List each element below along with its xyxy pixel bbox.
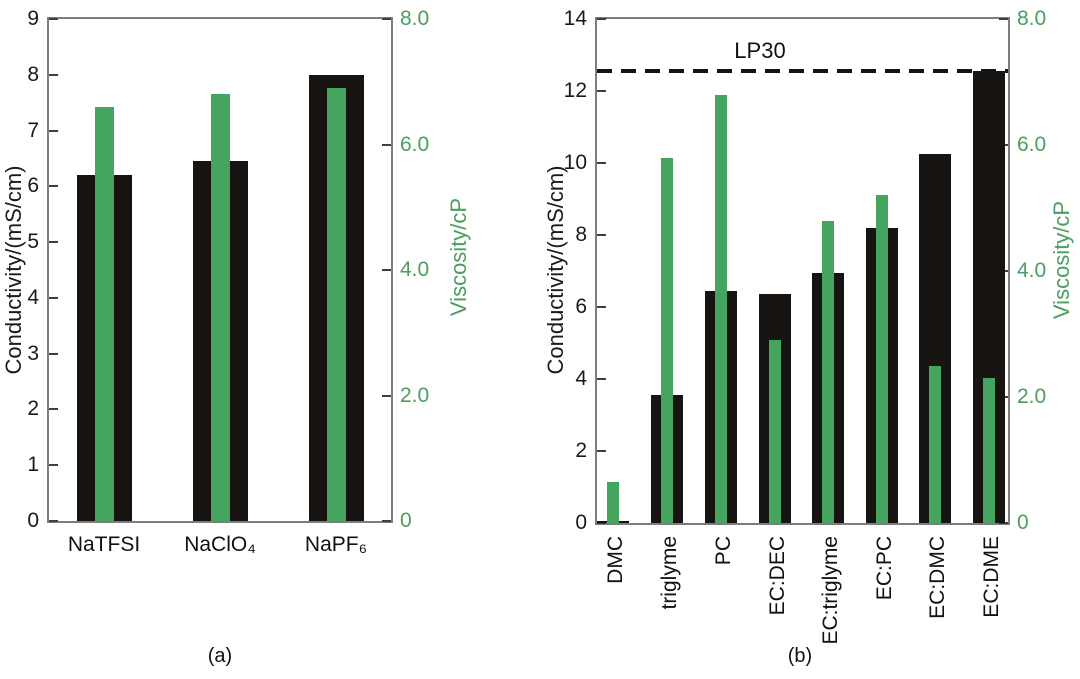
chart-a-left-tick-label-0: 0	[27, 509, 39, 532]
category-label-text-EC:DME: EC:DME	[979, 536, 1003, 618]
chart-a-right-tick-label-8.0: 8.0	[400, 7, 430, 30]
lp30-reference-line	[597, 69, 1008, 74]
category-label-text-EC:DEC: EC:DEC	[765, 536, 789, 616]
chart-b-right-tick-label-0: 0	[1017, 511, 1029, 534]
chart-a-left-tick-label-1: 1	[27, 453, 39, 477]
chart-a-left-tick-label-2: 2	[27, 397, 39, 421]
chart-a-left-tick-3	[49, 352, 58, 355]
bar-viscosity-NaTFSI	[94, 106, 114, 521]
category-label-NaPF₆: NaPF₆	[304, 533, 368, 556]
chart-b-left-tick-label-0: 0	[575, 511, 587, 534]
chart-a-left-tick-label-5: 5	[27, 230, 39, 254]
chart-a-right-tick-label-2.0: 2.0	[400, 383, 430, 407]
bar-viscosity-NaPF₆	[326, 88, 346, 521]
category-label-NaClO₄: NaClO₄	[184, 533, 256, 556]
category-label-NaTFSI: NaTFSI	[67, 533, 141, 556]
chart-a-plot-area	[47, 17, 393, 523]
chart-a-left-tick-2	[49, 408, 58, 411]
chart-a-left-tick-label-9: 9	[27, 7, 39, 30]
chart-b-left-tick-6	[597, 306, 606, 308]
chart-a-right-tick-label-6.0: 6.0	[400, 132, 430, 156]
chart-b-left-tick-label-8: 8	[575, 223, 587, 246]
chart-a-left-tick-label-6: 6	[27, 174, 39, 198]
chart-a-left-tick-label-8: 8	[27, 62, 39, 86]
chart-b-left-tick-label-4: 4	[575, 367, 587, 390]
chart-b-left-tick-label-2: 2	[575, 439, 587, 462]
bar-viscosity-NaClO₄	[210, 94, 230, 521]
bar-viscosity-EC:DEC	[768, 340, 781, 523]
chart-a-left-tick-4	[49, 296, 58, 299]
chart-a-right-tick-2.0	[382, 394, 391, 397]
chart-b-left-tick-8	[597, 234, 606, 236]
caption-a: (a)	[207, 645, 233, 667]
chart-a-left-tick-8	[49, 73, 58, 76]
chart-b-left-tick-label-6: 6	[575, 295, 587, 318]
chart-b-left-tick-12	[597, 90, 606, 92]
chart-b-left-tick-label-14: 14	[563, 7, 587, 30]
chart-b-right-tick-0	[999, 522, 1008, 524]
chart-a-left-tick-1	[49, 464, 58, 467]
chart-a-left-tick-6	[49, 185, 58, 188]
chart-a-right-tick-8.0	[382, 18, 391, 20]
lp30-label: LP30	[734, 38, 786, 64]
category-label-text-EC:DMC: EC:DMC	[926, 536, 949, 619]
chart-a-right-tick-6.0	[382, 143, 391, 146]
bar-viscosity-EC:triglyme	[822, 220, 834, 523]
chart-a-right-tick-label-4.0: 4.0	[400, 258, 430, 281]
chart-a-left-tick-7	[49, 129, 58, 132]
bar-viscosity-EC:DME	[982, 378, 995, 523]
category-label-text-EC:triglyme: EC:triglyme	[819, 536, 842, 645]
chart-a-right-tick-0	[382, 520, 391, 522]
chart-a-left-tick-9	[49, 18, 58, 20]
chart-b-right-tick-label-6.0: 6.0	[1017, 133, 1047, 156]
chart-a-left-tick-0	[49, 520, 58, 522]
category-label-text-PC: PC	[712, 536, 735, 566]
chart-a-right-tick-label-0: 0	[400, 509, 412, 532]
chart-a-left-tick-label-4: 4	[27, 285, 39, 309]
category-label-PC: PC	[711, 536, 740, 565]
bar-viscosity-PC	[715, 94, 727, 523]
category-label-EC:DME: EC:DME	[979, 536, 1061, 618]
chart-b-right-tick-label-8.0: 8.0	[1017, 7, 1047, 30]
chart-a-left-tick-label-7: 7	[27, 118, 39, 142]
chart-b-left-tick-14	[597, 18, 606, 20]
chart-b-left-tick-10	[597, 162, 606, 164]
category-label-text-triglyme: triglyme	[658, 536, 681, 610]
chart-b-right-tick-label-4.0: 4.0	[1017, 259, 1047, 282]
chart-b-left-tick-label-10: 10	[563, 151, 587, 174]
bar-viscosity-DMC	[607, 482, 619, 523]
chart-b-right-tick-8.0	[999, 18, 1008, 20]
chart-b-left-tick-label-12: 12	[563, 79, 587, 102]
caption-b: (b)	[787, 645, 813, 667]
category-label-text-DMC: DMC	[604, 536, 627, 584]
chart-a-left-tick-5	[49, 241, 58, 244]
chart-b-plot-area: LP30	[595, 17, 1010, 525]
chart-b-left-axis-title: Conductivity/(mS/cm)	[543, 165, 568, 375]
chart-a-right-tick-4.0	[382, 269, 391, 271]
chart-b-left-tick-0	[597, 522, 606, 524]
category-label-DMC: DMC	[603, 536, 651, 584]
bar-viscosity-EC:PC	[875, 195, 888, 523]
chart-a-left-tick-label-3: 3	[27, 341, 39, 365]
category-label-text-EC:PC: EC:PC	[872, 536, 896, 601]
chart-b-left-tick-4	[597, 378, 606, 380]
bar-viscosity-EC:DMC	[929, 365, 941, 523]
chart-b-left-tick-2	[597, 450, 606, 452]
chart-b-right-tick-label-2.0: 2.0	[1017, 385, 1047, 408]
bar-viscosity-triglyme	[661, 157, 673, 523]
